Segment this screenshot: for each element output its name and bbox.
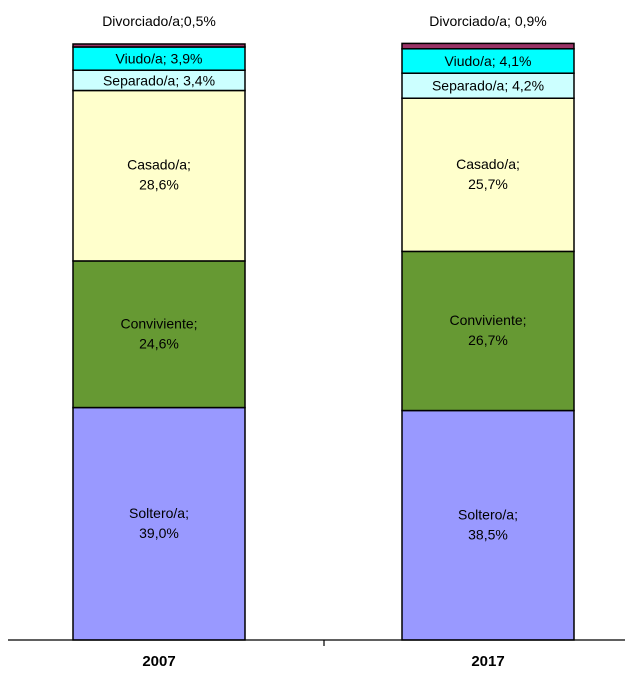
- data-label-divorciado-2017: Divorciado/a; 0,9%: [429, 13, 547, 29]
- x-axis: 2007 2017: [8, 639, 625, 670]
- bar-segment-conviviente-2017: [401, 250, 575, 412]
- data-label-4-2017: Viudo/a; 4,1%: [445, 53, 532, 69]
- data-label-name-1-2017: Conviviente;: [449, 312, 526, 328]
- x-tick-label-2007: 2007: [142, 653, 175, 670]
- data-label-value-1-2017: 26,7%: [468, 332, 508, 348]
- bar-segment-divorciado-a-2017: [401, 42, 575, 50]
- data-label-value-1-2007: 24,6%: [139, 335, 179, 351]
- bar-segment-casado-a-2007: [72, 89, 246, 262]
- data-label-name-0-2017: Soltero/a;: [458, 506, 518, 522]
- data-label-4-2007: Viudo/a; 3,9%: [116, 51, 203, 67]
- data-label-value-0-2007: 39,0%: [139, 525, 179, 541]
- data-label-value-2-2007: 28,6%: [139, 177, 179, 193]
- bar-segment-divorciado-a-2007: [72, 43, 246, 48]
- data-label-value-2-2017: 25,7%: [468, 176, 508, 192]
- bar-segment-viudo-a-2017: [401, 48, 575, 74]
- data-label-3-2007: Separado/a; 3,4%: [103, 72, 215, 88]
- data-label-name-2-2017: Casado/a;: [456, 156, 520, 172]
- data-label-name-1-2007: Conviviente;: [120, 315, 197, 331]
- data-label-3-2017: Separado/a; 4,2%: [432, 78, 544, 94]
- data-label-name-0-2007: Soltero/a;: [129, 505, 189, 521]
- data-label-divorciado-2007: Divorciado/a;0,5%: [102, 13, 216, 29]
- bar-segment-soltero-a-2007: [72, 406, 246, 641]
- x-tick-label-2017: 2017: [471, 653, 504, 670]
- bar-segment-separado-a-2017: [401, 72, 575, 99]
- bars-layer: [72, 42, 575, 641]
- labels-layer: Soltero/a; 39,0% Soltero/a; 38,5% Convivient…: [102, 13, 547, 542]
- bar-segment-casado-a-2017: [401, 97, 575, 253]
- data-label-value-0-2017: 38,5%: [468, 526, 508, 542]
- bar-segment-conviviente-2007: [72, 260, 246, 409]
- data-label-name-2-2007: Casado/a;: [127, 157, 191, 173]
- bar-segment-soltero-a-2017: [401, 409, 575, 641]
